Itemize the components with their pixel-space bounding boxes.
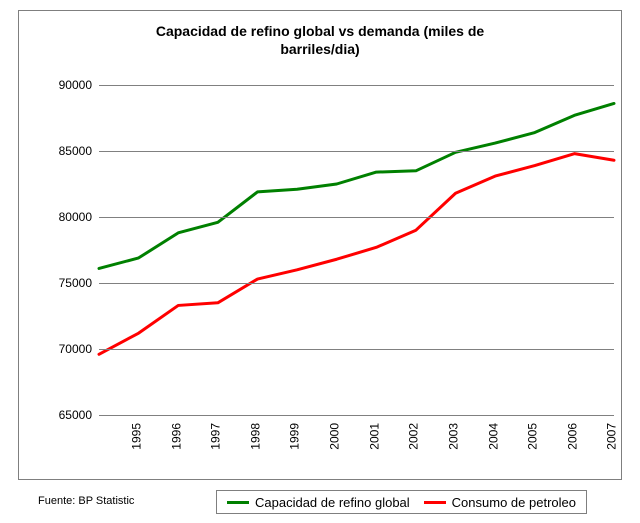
- legend-swatch: [424, 501, 446, 504]
- chart-title: Capacidad de refino global vs demanda (m…: [19, 23, 621, 58]
- series-capacidad: [99, 103, 614, 268]
- legend-item-consumo: Consumo de petroleo: [424, 495, 576, 510]
- y-tick-label: 70000: [44, 342, 92, 356]
- legend: Capacidad de refino global Consumo de pet…: [216, 490, 587, 514]
- y-tick-label: 90000: [44, 78, 92, 92]
- x-tick-label: 1995: [130, 423, 144, 450]
- gridline: [99, 349, 614, 350]
- legend-label: Consumo de petroleo: [452, 495, 576, 510]
- x-tick-label: 2001: [367, 423, 381, 450]
- x-tick-label: 2006: [565, 423, 579, 450]
- y-tick-label: 80000: [44, 210, 92, 224]
- chart-frame: Capacidad de refino global vs demanda (m…: [18, 10, 622, 480]
- x-tick-label: 1998: [249, 423, 263, 450]
- plot-area: 6500070000750008000085000900001995199619…: [99, 85, 614, 415]
- source-text: Fuente: BP Statistic: [38, 495, 134, 507]
- x-tick-label: 1999: [288, 423, 302, 450]
- legend-label: Capacidad de refino global: [255, 495, 410, 510]
- plot-svg: [99, 85, 614, 415]
- y-tick-label: 65000: [44, 408, 92, 422]
- title-line-1: Capacidad de refino global vs demanda (m…: [156, 23, 484, 39]
- x-tick-label: 2000: [328, 423, 342, 450]
- legend-swatch: [227, 501, 249, 504]
- gridline: [99, 85, 614, 86]
- legend-item-capacidad: Capacidad de refino global: [227, 495, 410, 510]
- x-tick-label: 2003: [447, 423, 461, 450]
- chart-container: Capacidad de refino global vs demanda (m…: [0, 0, 640, 523]
- x-tick-label: 2004: [486, 423, 500, 450]
- gridline: [99, 415, 614, 416]
- series-consumo: [99, 154, 614, 355]
- gridline: [99, 151, 614, 152]
- gridline: [99, 283, 614, 284]
- x-tick-label: 2002: [407, 423, 421, 450]
- x-tick-label: 2007: [605, 423, 619, 450]
- y-tick-label: 85000: [44, 144, 92, 158]
- x-tick-label: 2005: [526, 423, 540, 450]
- source-label: Fuente: BP Statistic: [38, 495, 134, 507]
- title-line-2: barriles/dia): [280, 41, 359, 57]
- y-tick-label: 75000: [44, 276, 92, 290]
- gridline: [99, 217, 614, 218]
- x-tick-label: 1996: [169, 423, 183, 450]
- x-tick-label: 1997: [209, 423, 223, 450]
